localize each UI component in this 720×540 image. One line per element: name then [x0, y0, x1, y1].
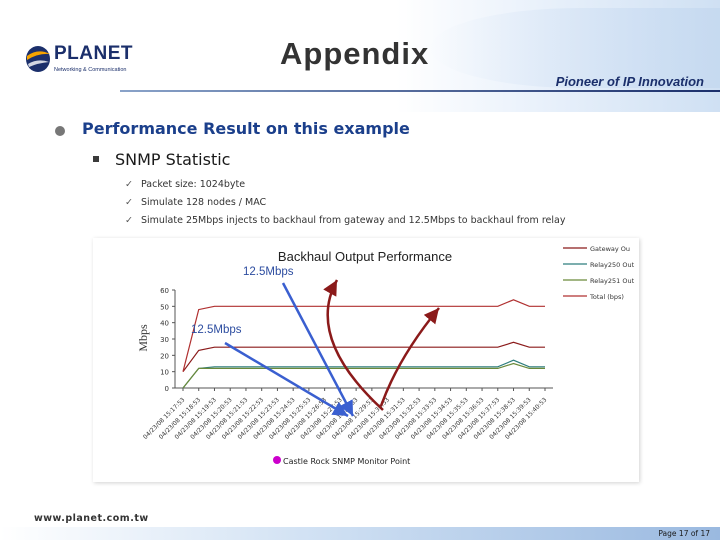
checkmark-icon: ✓ [125, 197, 133, 208]
page-title: Appendix [280, 36, 430, 71]
bullet-square-icon [93, 156, 99, 162]
annotation-12-5mbps-top: 12.5Mbps [243, 266, 294, 278]
check-item-text: Packet size: 1024byte [140, 179, 246, 190]
y-tick-label: 10 [160, 369, 169, 377]
arrow-red-to-top [323, 279, 384, 411]
bullet-snmp-statistic: SNMP Statistic [115, 150, 231, 169]
y-tick-label: 60 [160, 287, 169, 295]
bullet-dot-icon [55, 126, 65, 136]
arrow-blue-top [281, 282, 355, 417]
tagline: Pioneer of IP Innovation [555, 74, 704, 89]
check-item-text: Simulate 25Mbps injects to backhaul from… [140, 215, 566, 226]
annotation-12-5mbps-left: 12.5Mbps [191, 324, 242, 336]
annotation-monitor-point: Castle Rock SNMP Monitor Point [283, 457, 410, 466]
legend-label: Relay250 Out [590, 261, 635, 269]
bullet-performance-result: Performance Result on this example [82, 119, 410, 138]
series-line [182, 362, 545, 389]
legend-label: Relay251 Out [590, 277, 635, 285]
y-tick-label: 20 [160, 352, 169, 360]
y-axis-label: Mbps [136, 324, 150, 352]
logo-subtext: Networking & Communication [54, 67, 127, 73]
page-number: Page 17 of 17 [658, 529, 710, 538]
checkmark-icon: ✓ [125, 215, 133, 226]
logo-wordmark: PLANET [54, 43, 133, 64]
planet-globe-icon [26, 46, 50, 72]
check-item-injection: ✓ Simulate 25Mbps injects to backhaul fro… [125, 215, 565, 226]
header-swoosh [430, 8, 720, 88]
check-item-text: Simulate 128 nodes / MAC [140, 197, 267, 208]
legend-label: Total (bps) [589, 293, 624, 301]
series-line [182, 341, 545, 373]
y-tick-label: 0 [165, 385, 169, 393]
check-item-packet-size: ✓ Packet size: 1024byte [125, 179, 245, 190]
arrow-blue-left [224, 341, 349, 418]
check-item-nodes: ✓ Simulate 128 nodes / MAC [125, 197, 266, 208]
header-rule [120, 90, 720, 92]
y-tick-label: 40 [160, 320, 169, 328]
y-tick-label: 30 [160, 336, 169, 344]
backhaul-chart: Backhaul Output Performance 0 10 20 30 40 50 60… [93, 238, 639, 482]
chart-svg: Backhaul Output Performance 0 10 20 30 40 50 60… [136, 245, 635, 466]
arrow-red-to-right [379, 307, 440, 407]
y-tick-label: 50 [160, 303, 169, 311]
series-line [182, 359, 545, 389]
footer-url[interactable]: www.planet.com.tw [34, 513, 149, 524]
chart-title: Backhaul Output Performance [278, 249, 452, 264]
series-line [182, 299, 545, 372]
legend-label: Gateway Ou [590, 245, 630, 253]
monitor-point-marker [273, 456, 281, 464]
footer-band [0, 527, 720, 540]
planet-logo: PLANET Networking & Communication [24, 42, 136, 80]
checkmark-icon: ✓ [125, 179, 133, 190]
